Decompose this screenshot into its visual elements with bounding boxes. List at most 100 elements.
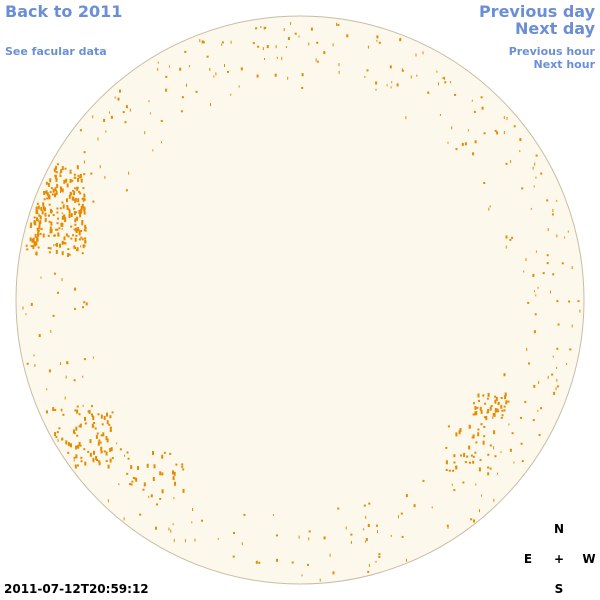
compass-west: W: [582, 552, 596, 566]
facula-mark: [55, 165, 58, 170]
facula-mark: [22, 306, 24, 310]
facula-mark: [78, 238, 81, 241]
facula-mark: [47, 234, 50, 237]
facula-mark: [416, 74, 418, 77]
facula-mark: [83, 301, 86, 304]
facula-mark: [390, 86, 392, 89]
facula-mark: [489, 444, 492, 447]
facula-mark: [489, 406, 492, 411]
facula-mark: [56, 207, 59, 210]
facula-mark: [445, 469, 448, 471]
facula-mark: [533, 384, 536, 388]
facula-mark: [157, 67, 159, 71]
facula-mark: [73, 228, 76, 231]
facula-mark: [49, 178, 52, 183]
facula-mark: [79, 423, 82, 428]
facula-mark: [473, 110, 476, 113]
facula-mark: [79, 213, 82, 218]
previous-hour-link[interactable]: Previous hour: [508, 45, 595, 58]
facula-mark: [50, 221, 53, 226]
facula-mark: [337, 507, 340, 510]
facula-mark: [90, 172, 93, 175]
facula-mark: [535, 294, 537, 297]
facula-mark: [130, 483, 133, 486]
facula-mark: [61, 278, 63, 282]
facula-mark: [91, 405, 93, 408]
facula-mark: [546, 254, 549, 257]
facula-mark: [532, 273, 535, 277]
facula-mark: [142, 488, 145, 491]
facula-mark: [56, 222, 59, 225]
facula-mark: [36, 227, 39, 230]
facula-mark: [290, 21, 292, 25]
facula-mark: [476, 406, 479, 409]
facula-mark: [366, 69, 369, 72]
facula-mark: [74, 223, 77, 226]
facula-mark: [74, 464, 77, 469]
facula-mark: [323, 51, 326, 55]
next-day-link[interactable]: Next day: [515, 19, 595, 38]
facula-mark: [73, 429, 75, 434]
facula-mark: [258, 561, 261, 564]
facula-mark: [73, 245, 76, 248]
facula-mark: [287, 37, 290, 40]
facula-mark: [39, 215, 42, 220]
facula-mark: [149, 112, 151, 115]
facula-mark: [50, 210, 53, 213]
facular-features: [22, 21, 581, 582]
facula-mark: [98, 461, 101, 466]
facula-mark: [70, 237, 73, 240]
facula-mark: [84, 237, 87, 240]
facula-mark: [316, 41, 319, 44]
facula-mark: [488, 207, 490, 211]
facula-mark: [173, 538, 175, 542]
facula-mark: [132, 477, 135, 479]
facula-mark: [46, 192, 49, 197]
facula-mark: [400, 512, 403, 515]
facula-mark: [172, 476, 175, 481]
facula-mark: [84, 224, 87, 229]
previous-day-link[interactable]: Previous day: [478, 2, 595, 21]
facula-mark: [276, 558, 278, 562]
facula-mark: [556, 300, 559, 303]
facula-mark: [71, 196, 74, 201]
facula-mark: [217, 537, 219, 540]
facula-mark: [532, 166, 534, 170]
facula-mark: [161, 472, 164, 476]
facula-mark: [161, 454, 164, 459]
back-to-year-link[interactable]: Back to 2011: [5, 2, 123, 21]
next-hour-link[interactable]: Next hour: [533, 58, 596, 71]
facula-mark: [510, 160, 512, 164]
facula-mark: [375, 560, 377, 563]
facula-mark: [125, 105, 128, 109]
facula-mark: [65, 440, 68, 445]
facula-mark: [62, 206, 65, 209]
facula-mark: [109, 426, 112, 429]
facula-mark: [52, 407, 55, 412]
facula-mark: [68, 213, 71, 218]
facula-mark: [159, 497, 162, 500]
facula-mark: [338, 70, 340, 74]
facula-mark: [365, 515, 367, 519]
facula-mark: [73, 176, 76, 179]
facula-mark: [506, 116, 508, 120]
facula-mark: [83, 173, 86, 176]
facula-mark: [378, 41, 381, 44]
see-facular-data-link[interactable]: See facular data: [5, 45, 107, 58]
facula-mark: [99, 165, 101, 169]
facula-mark: [298, 535, 300, 539]
facula-mark: [33, 216, 36, 219]
facula-mark: [161, 489, 164, 494]
facula-mark: [172, 523, 174, 526]
facula-mark: [118, 483, 120, 486]
facula-mark: [64, 220, 67, 223]
facula-mark: [78, 190, 81, 193]
facula-mark: [75, 445, 78, 450]
facula-mark: [105, 436, 108, 441]
facula-mark: [152, 451, 154, 455]
facula-mark: [34, 221, 37, 226]
facula-mark: [569, 348, 572, 351]
facula-mark: [505, 235, 508, 239]
facula-mark: [501, 409, 504, 412]
facula-mark: [56, 228, 59, 231]
